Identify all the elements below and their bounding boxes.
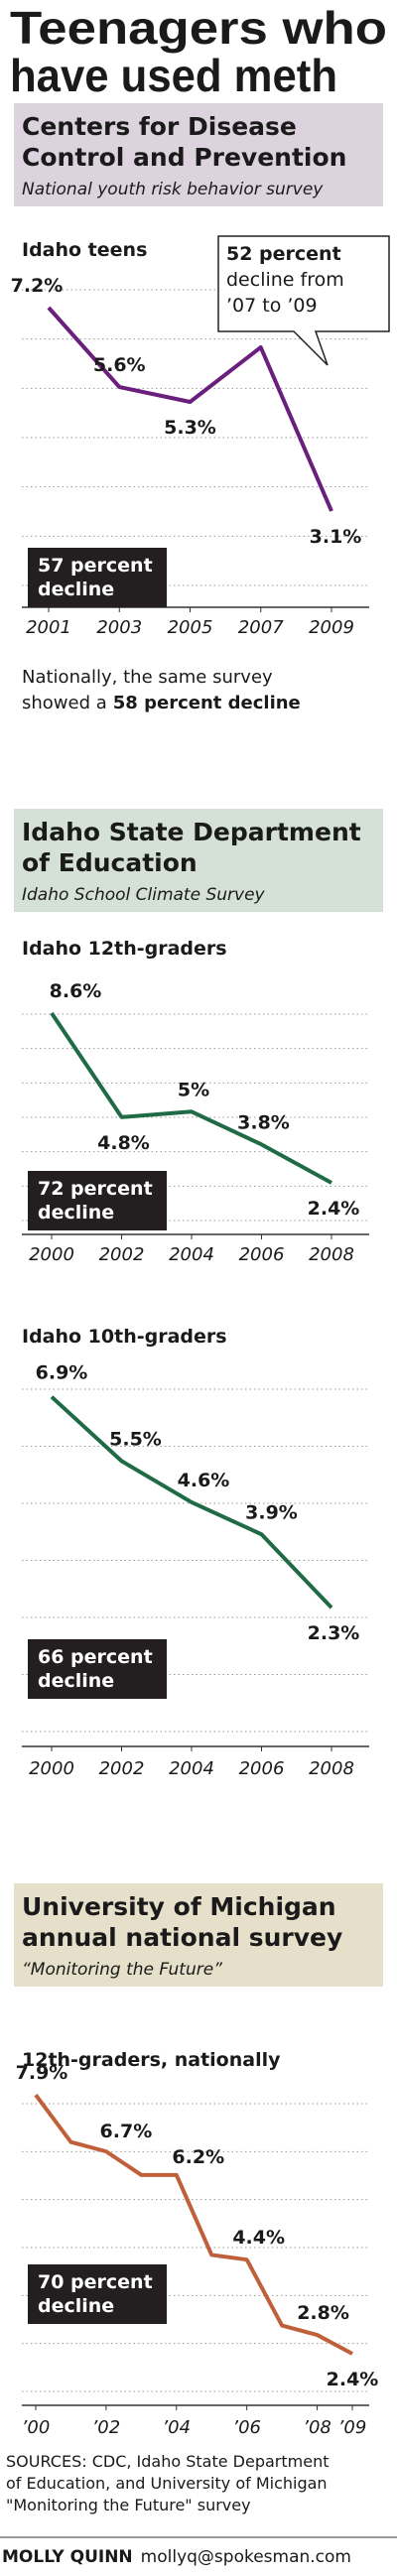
data-label: 5% (178, 1079, 209, 1100)
data-label: 2.3% (308, 1622, 360, 1644)
callout: decline from (226, 269, 344, 291)
x-tick-label: ’06 (232, 2417, 261, 2438)
x-tick-label: 2004 (169, 1758, 214, 1779)
data-line (47, 306, 333, 512)
x-tick-label: 2000 (29, 1758, 74, 1779)
x-tick-label: 2009 (309, 617, 354, 638)
callout: ’07 to ’09 (226, 295, 318, 317)
data-label: 5.3% (164, 417, 216, 439)
annotation-box (28, 1171, 167, 1230)
data-label: 4.6% (178, 1470, 230, 1491)
x-tick-label: ’08 (303, 2417, 331, 2438)
section-header: Control and Prevention (22, 143, 346, 172)
credit-email: mollyq@spokesman.com (141, 2547, 351, 2567)
section-header-bg (14, 809, 383, 912)
section-subtitle: National youth risk behavior survey (22, 180, 324, 199)
data-line (50, 1395, 333, 1610)
note: Nationally, the same survey (22, 667, 273, 688)
data-line (34, 2094, 353, 2356)
chart-title: 12th-graders, nationally (22, 2049, 281, 2071)
annotation: 72 percent (38, 1178, 153, 1200)
sources: SOURCES: CDC, Idaho State Department (6, 2452, 329, 2471)
section-header: annual national survey (22, 1923, 342, 1952)
x-tick-label: 2005 (168, 617, 213, 638)
x-tick-label: ’02 (92, 2417, 121, 2438)
data-label: 2.4% (308, 1198, 360, 1220)
x-tick-label: 2002 (99, 1244, 145, 1265)
data-label: 4.8% (97, 1132, 150, 1154)
chart-title: Idaho teens (22, 239, 147, 261)
x-tick-label: ’00 (22, 2417, 51, 2438)
annotation: 70 percent (38, 2271, 153, 2293)
title: Teenagers who (10, 2, 387, 54)
callout-box (217, 235, 390, 366)
section-subtitle: Idaho School Climate Survey (22, 885, 266, 905)
data-label: 3.9% (245, 1501, 298, 1523)
section-subtitle: “Monitoring the Future” (22, 1960, 222, 1980)
data-label: 7.9% (16, 2062, 68, 2084)
x-tick-label: ’09 (338, 2417, 367, 2438)
note-emphasis: 58 percent decline (113, 693, 301, 713)
note-text: showed a (22, 693, 107, 713)
section-header: Centers for Disease (22, 112, 297, 141)
note: showed a 58 percent decline (22, 693, 301, 713)
x-tick-label: 2008 (309, 1758, 354, 1779)
annotation: decline (38, 2295, 114, 2317)
x-tick-label: ’04 (162, 2417, 191, 2438)
x-tick-label: 2000 (29, 1244, 74, 1265)
data-label: 3.1% (310, 526, 362, 548)
annotation: decline (38, 1202, 114, 1224)
x-tick-label: 2001 (26, 617, 71, 638)
x-tick-label: 2003 (96, 617, 142, 638)
data-label: 7.2% (11, 275, 64, 297)
section-header: of Education (22, 848, 198, 877)
sources: of Education, and University of Michigan (6, 2474, 328, 2493)
annotation-box (28, 1639, 167, 1699)
data-label: 2.4% (327, 2369, 379, 2390)
x-tick-label: 2008 (309, 1244, 354, 1265)
data-label: 6.2% (172, 2146, 224, 2168)
data-label: 6.9% (36, 1362, 88, 1384)
x-tick-label: 2006 (239, 1244, 285, 1265)
annotation-box (28, 2264, 167, 2324)
x-tick-label: 2006 (239, 1758, 285, 1779)
data-label: 2.8% (297, 2302, 349, 2324)
data-label: 5.5% (109, 1428, 162, 1450)
credit-name: MOLLY QUINN (2, 2547, 133, 2567)
data-label: 5.6% (93, 354, 146, 376)
chart-title: Idaho 12th-graders (22, 938, 227, 960)
section-header-bg (14, 103, 383, 206)
x-tick-label: 2002 (99, 1758, 145, 1779)
callout: 52 percent (226, 243, 341, 265)
x-tick-label: 2004 (169, 1244, 214, 1265)
data-line (50, 1011, 332, 1185)
chart-title: Idaho 10th-graders (22, 1326, 227, 1348)
annotation-box (28, 548, 167, 607)
section-header-bg (14, 1883, 383, 1987)
title: have used meth (10, 50, 337, 101)
annotation: decline (38, 1670, 114, 1692)
annotation: 66 percent (38, 1646, 153, 1668)
data-label: 8.6% (50, 980, 102, 1002)
credit: MOLLY QUINN mollyq@spokesman.com (2, 2547, 351, 2567)
x-tick-label: 2007 (238, 617, 284, 638)
data-label: 6.7% (100, 2121, 153, 2142)
annotation: 57 percent (38, 555, 153, 577)
data-label: 4.4% (232, 2227, 285, 2249)
sources: "Monitoring the Future" survey (6, 2496, 251, 2514)
data-label: 3.8% (237, 1111, 290, 1133)
section-header: University of Michigan (22, 1892, 336, 1921)
section-header: Idaho State Department (22, 818, 361, 846)
annotation: decline (38, 579, 114, 600)
